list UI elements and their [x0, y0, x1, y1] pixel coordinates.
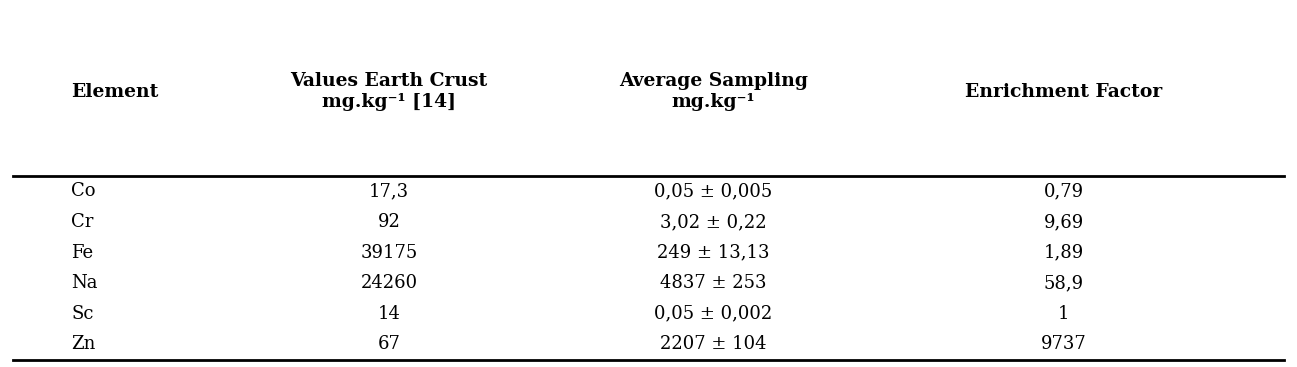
- Text: 3,02 ± 0,22: 3,02 ± 0,22: [660, 213, 767, 231]
- Text: 39175: 39175: [361, 244, 418, 262]
- Text: 2207 ± 104: 2207 ± 104: [660, 335, 767, 353]
- Text: Element: Element: [71, 83, 158, 101]
- Text: 249 ± 13,13: 249 ± 13,13: [658, 244, 769, 262]
- Text: 67: 67: [377, 335, 401, 353]
- Text: 58,9: 58,9: [1044, 274, 1083, 292]
- Text: 9,69: 9,69: [1043, 213, 1084, 231]
- Text: 0,79: 0,79: [1044, 182, 1083, 200]
- Text: Na: Na: [71, 274, 97, 292]
- Text: Average Sampling
mg.kg⁻¹: Average Sampling mg.kg⁻¹: [619, 72, 808, 111]
- Text: 24260: 24260: [361, 274, 418, 292]
- Text: Sc: Sc: [71, 305, 93, 323]
- Text: Cr: Cr: [71, 213, 93, 231]
- Text: 17,3: 17,3: [370, 182, 409, 200]
- Text: Co: Co: [71, 182, 96, 200]
- Text: Fe: Fe: [71, 244, 93, 262]
- Text: 1: 1: [1058, 305, 1069, 323]
- Text: 1,89: 1,89: [1043, 244, 1084, 262]
- Text: 4837 ± 253: 4837 ± 253: [660, 274, 767, 292]
- Text: 14: 14: [377, 305, 401, 323]
- Text: 0,05 ± 0,005: 0,05 ± 0,005: [654, 182, 773, 200]
- Text: 92: 92: [377, 213, 401, 231]
- Text: 0,05 ± 0,002: 0,05 ± 0,002: [654, 305, 773, 323]
- Text: Zn: Zn: [71, 335, 96, 353]
- Text: Values Earth Crust
mg.kg⁻¹ [14]: Values Earth Crust mg.kg⁻¹ [14]: [291, 72, 488, 111]
- Text: 9737: 9737: [1040, 335, 1087, 353]
- Text: Enrichment Factor: Enrichment Factor: [965, 83, 1162, 101]
